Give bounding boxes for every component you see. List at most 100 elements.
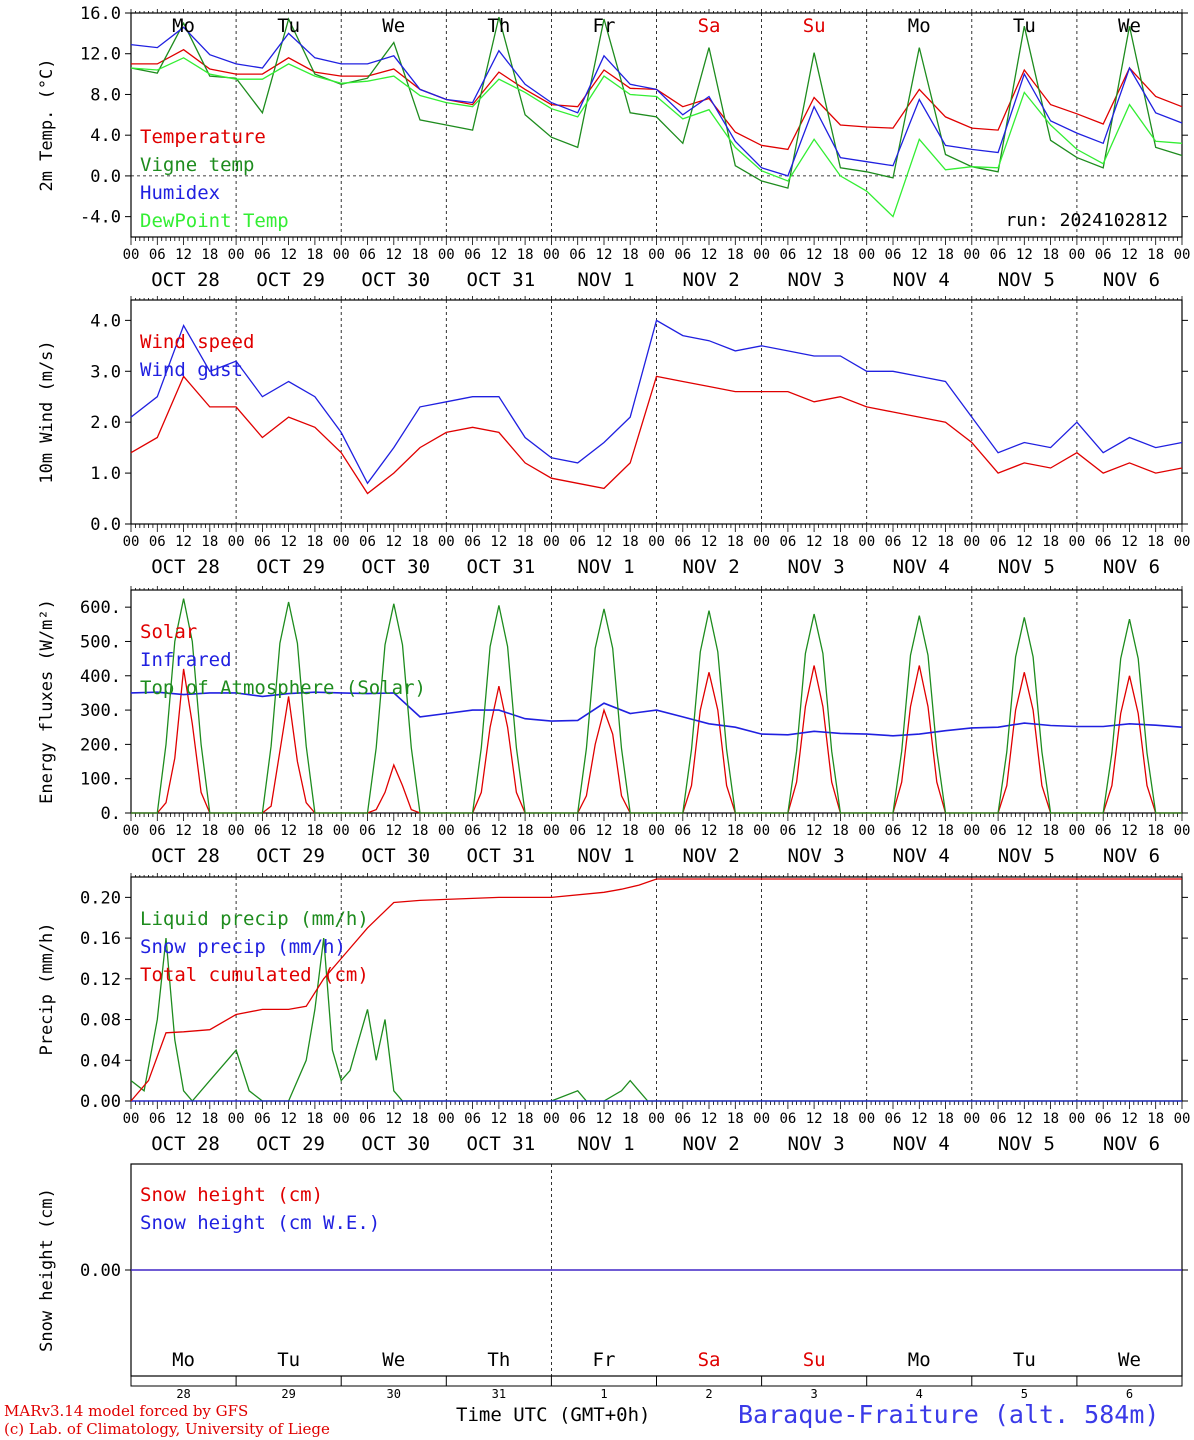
x-tick-label: 00: [1174, 534, 1191, 550]
x-tick-label: 18: [832, 534, 849, 550]
x-tick-label: 12: [806, 823, 823, 839]
x-tick-label: 18: [201, 1111, 218, 1127]
x-tick-label: 06: [779, 1111, 796, 1127]
date-label: OCT 28: [151, 556, 220, 578]
day-number: 29: [281, 1387, 295, 1401]
legend-entry: Total cumulated (cm): [140, 964, 369, 986]
y-tick-label: 0.: [101, 804, 121, 824]
date-label: NOV 5: [998, 845, 1055, 867]
x-tick-label: 12: [490, 823, 507, 839]
x-tick-label: 12: [911, 1111, 928, 1127]
x-tick-label: 06: [464, 823, 481, 839]
x-tick-label: 06: [779, 823, 796, 839]
legend-entry: Snow height (cm W.E.): [140, 1212, 380, 1234]
x-tick-label: 18: [1042, 247, 1059, 263]
x-tick-label: 00: [753, 1111, 770, 1127]
x-tick-label: 12: [1016, 534, 1033, 550]
y-tick-label: 500.: [80, 632, 121, 652]
date-label: NOV 6: [1103, 556, 1160, 578]
x-tick-label: 06: [674, 1111, 691, 1127]
x-tick-label: 06: [990, 823, 1007, 839]
y-tick-label: 400.: [80, 667, 121, 687]
panel-2: [125, 296, 1188, 532]
weekday-label: Tu: [1013, 15, 1036, 37]
weekday-label: Mo: [908, 1349, 931, 1371]
date-label: NOV 4: [893, 845, 950, 867]
series-line: [131, 598, 1182, 814]
date-label: OCT 29: [256, 556, 325, 578]
weekday-label: Mo: [172, 1349, 195, 1371]
date-label: NOV 3: [788, 845, 845, 867]
x-tick-label: 12: [175, 823, 192, 839]
x-tick-label: 12: [701, 534, 718, 550]
x-tick-label: 12: [175, 247, 192, 263]
x-tick-label: 18: [832, 823, 849, 839]
x-tick-label: 06: [674, 247, 691, 263]
x-tick-label: 06: [569, 1111, 586, 1127]
x-tick-label: 12: [596, 823, 613, 839]
date-label: NOV 1: [577, 845, 634, 867]
y-tick-label: 16.0: [80, 4, 121, 24]
x-tick-label: 18: [306, 823, 323, 839]
x-tick-label: 18: [937, 823, 954, 839]
y-tick-label: 0.00: [80, 1092, 121, 1112]
y-tick-label: 0.12: [80, 970, 121, 990]
legend-entry: Wind gust: [140, 359, 243, 381]
x-tick-label: 06: [569, 534, 586, 550]
day-number: 30: [387, 1387, 401, 1401]
x-tick-label: 00: [648, 823, 665, 839]
x-tick-label: 18: [1147, 823, 1164, 839]
date-label: OCT 30: [361, 1133, 430, 1155]
x-tick-label: 12: [701, 1111, 718, 1127]
date-label: NOV 1: [577, 269, 634, 291]
date-label: NOV 4: [893, 1133, 950, 1155]
x-tick-label: 06: [254, 823, 271, 839]
credit-line-2: (c) Lab. of Climatology, University of L…: [4, 1420, 330, 1438]
day-number: 4: [916, 1387, 923, 1401]
x-tick-label: 12: [596, 247, 613, 263]
day-number: 31: [492, 1387, 506, 1401]
x-tick-label: 00: [858, 247, 875, 263]
x-tick-label: 12: [385, 1111, 402, 1127]
x-tick-label: 00: [543, 1111, 560, 1127]
x-tick-label: 06: [359, 1111, 376, 1127]
x-tick-label: 12: [490, 247, 507, 263]
date-label: NOV 6: [1103, 845, 1160, 867]
date-label: NOV 3: [788, 269, 845, 291]
x-tick-label: 12: [596, 534, 613, 550]
hour-ticks: [130, 873, 1183, 1109]
x-tick-label: 00: [858, 823, 875, 839]
x-tick-label: 06: [254, 534, 271, 550]
x-tick-label: 18: [1147, 1111, 1164, 1127]
x-tick-label: 00: [438, 1111, 455, 1127]
series-line: [130, 691, 1183, 737]
legend-entry: Snow height (cm): [140, 1184, 323, 1206]
hour-ticks: [130, 9, 1183, 245]
date-label: NOV 3: [788, 1133, 845, 1155]
day-number: 6: [1126, 1387, 1133, 1401]
date-label: NOV 5: [998, 269, 1055, 291]
date-label: NOV 3: [788, 556, 845, 578]
x-tick-label: 06: [149, 534, 166, 550]
x-tick-label: 06: [1095, 247, 1112, 263]
x-tick-label: 18: [201, 823, 218, 839]
weekday-label: Tu: [277, 15, 300, 37]
legend-entry: Solar: [140, 621, 197, 643]
x-tick-label: 06: [885, 534, 902, 550]
x-tick-label: 00: [963, 823, 980, 839]
x-tick-label: 18: [517, 247, 534, 263]
date-label: OCT 31: [467, 556, 536, 578]
hour-ticks: [130, 586, 1183, 821]
legend-entry: Wind speed: [140, 331, 254, 353]
x-tick-label: 00: [228, 247, 245, 263]
x-tick-label: 18: [306, 247, 323, 263]
date-label: OCT 30: [361, 845, 430, 867]
x-tick-label: 00: [1068, 823, 1085, 839]
series-line: [130, 938, 1182, 1102]
y-tick-label: 4.0: [90, 126, 121, 146]
x-tick-label: 18: [937, 1111, 954, 1127]
x-tick-label: 00: [1174, 247, 1191, 263]
x-tick-label: 06: [990, 247, 1007, 263]
x-tick-label: 18: [306, 1111, 323, 1127]
weekday-label: We: [1118, 15, 1141, 37]
